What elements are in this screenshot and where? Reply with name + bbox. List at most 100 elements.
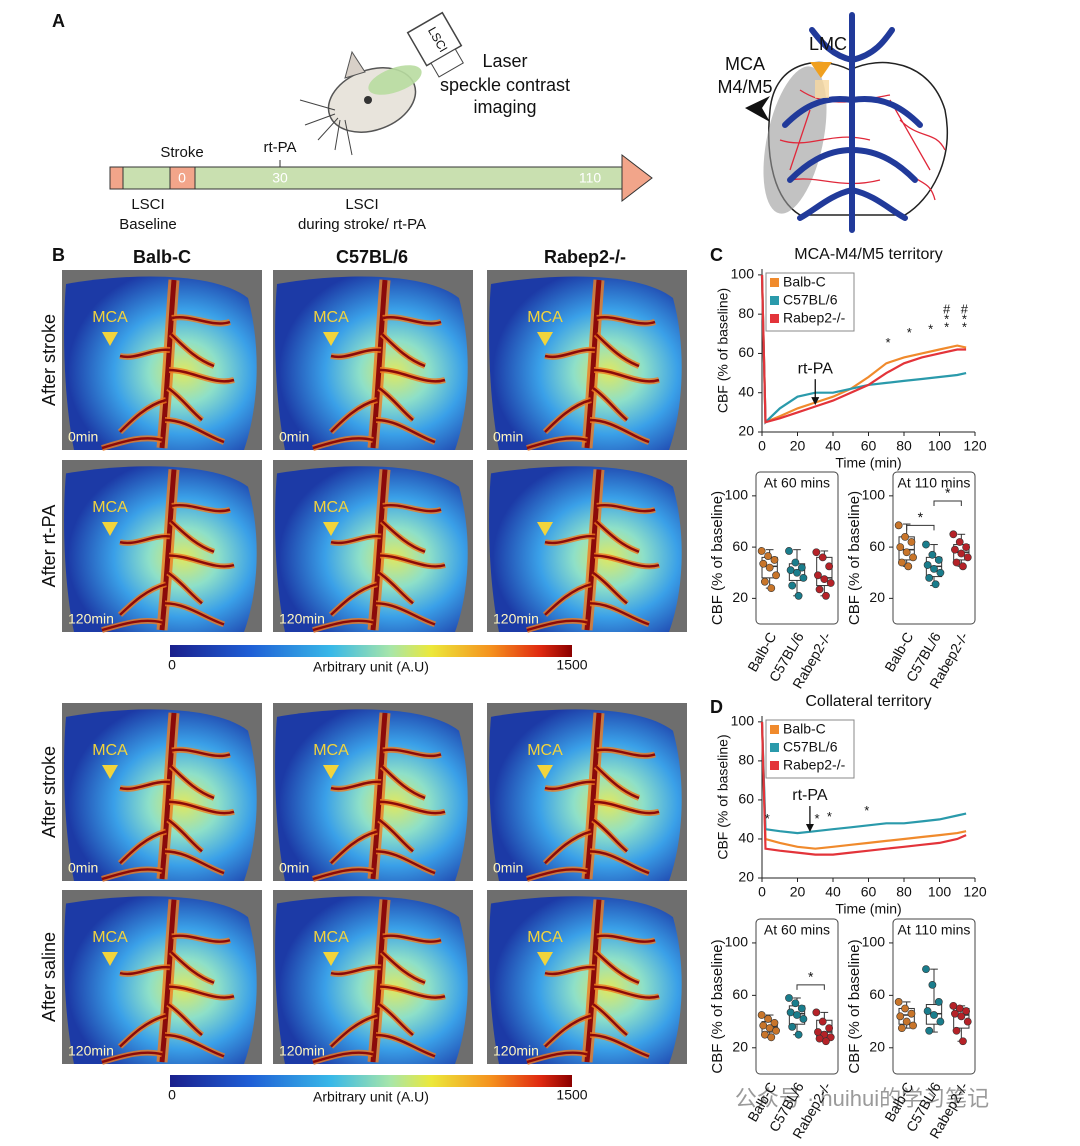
baseline-label: Baseline [119, 216, 177, 233]
vessel [370, 899, 388, 1063]
row-label: After stroke [39, 746, 59, 838]
mca-label: MCA [313, 499, 349, 516]
y-tick-label: 100 [731, 266, 755, 282]
vessel [330, 965, 382, 976]
vessel [119, 398, 167, 433]
legend-label: Rabep2-/- [783, 757, 846, 773]
plot-frame [892, 918, 976, 1075]
vessel [379, 800, 446, 815]
vessel [375, 418, 436, 444]
lmc-marker [810, 62, 832, 78]
y-tick-label: 100 [862, 934, 886, 950]
vessel [375, 1033, 436, 1058]
caption-line: imaging [473, 97, 536, 117]
data-point [949, 530, 958, 539]
mca-label: MCA [313, 309, 349, 326]
data-point [785, 994, 793, 1002]
baseline-label: LSCI [131, 196, 164, 213]
annotation-arrowhead [805, 824, 814, 833]
row-label: After rt-PA [39, 505, 59, 588]
data-point [904, 562, 913, 571]
vessel [312, 619, 374, 632]
vessel [596, 748, 656, 758]
annotation: * [885, 335, 890, 350]
timeline [109, 153, 653, 203]
data-point [757, 1011, 766, 1019]
vessel [312, 1051, 374, 1064]
heatmap-image [273, 460, 473, 633]
y-axis-label: CBF (% of baseline) [846, 491, 863, 625]
vessel [378, 571, 414, 605]
data-point [757, 547, 766, 555]
y-tick-label: 60 [738, 344, 754, 360]
vessel [119, 965, 171, 976]
annotation: * [827, 809, 832, 824]
vessel [379, 985, 446, 999]
vessel [312, 437, 374, 450]
vessel [370, 469, 388, 631]
vessel [381, 333, 426, 368]
vessel [330, 780, 382, 791]
vessel [589, 850, 650, 875]
legend-swatch [770, 278, 779, 287]
data-point [925, 1026, 934, 1035]
legend-swatch [770, 725, 779, 734]
data-point [793, 1011, 801, 1019]
data-point [931, 580, 940, 589]
data-point [814, 571, 822, 580]
vessel [171, 316, 231, 325]
mca-label: M4/M5 [717, 77, 772, 97]
data-point [928, 550, 937, 559]
time-label: 0min [68, 860, 98, 876]
imaging-window [368, 65, 422, 95]
mca-label: MCA [527, 309, 563, 326]
chart-title: At 110 mins [898, 475, 971, 491]
camera [406, 11, 464, 78]
mca-label: MCA [92, 309, 128, 326]
mca-arrowhead [537, 522, 553, 536]
mca-arrowhead [323, 765, 339, 779]
vessel [101, 619, 163, 632]
y-tick-label: 80 [738, 305, 754, 321]
y-tick-label: 60 [732, 538, 748, 554]
significance-label: * [945, 485, 951, 501]
data-point [825, 562, 834, 571]
chart-title: MCA-M4/M5 territory [794, 246, 942, 263]
vessel [593, 554, 660, 568]
y-tick-label: 60 [738, 791, 754, 807]
brain-schematic [745, 12, 948, 233]
data-point [923, 1007, 932, 1015]
vessel [595, 765, 640, 800]
legend-label: Balb-C [783, 274, 826, 290]
data-point [902, 548, 911, 557]
y-tick-label: 20 [732, 1038, 748, 1054]
data-point [770, 1018, 779, 1027]
vessel [378, 818, 414, 853]
annotation: rt-PA [792, 787, 828, 804]
vessel [330, 398, 378, 433]
plot-frame [892, 471, 976, 625]
data-point [767, 1033, 776, 1042]
vessel [159, 712, 177, 880]
data-point [764, 1015, 772, 1023]
vessel [119, 535, 171, 545]
vessel [584, 279, 602, 449]
vessel [595, 951, 640, 984]
annotation: * [907, 325, 912, 340]
vessel [596, 934, 656, 943]
legend-label: C57BL/6 [783, 292, 838, 308]
data-point [959, 1037, 967, 1046]
row-label: After saline [39, 932, 59, 1022]
data-point [812, 1008, 821, 1017]
mca-arrowhead [323, 522, 339, 536]
plot-frame [755, 918, 839, 1075]
mca-arrowhead [323, 952, 339, 966]
data-point [951, 545, 959, 554]
chart-title: At 60 mins [764, 922, 830, 938]
data-point [897, 1024, 906, 1033]
series-line [760, 274, 967, 424]
mca-label: MCA [92, 499, 128, 516]
vessel [167, 571, 203, 605]
vessel [119, 780, 171, 791]
vessel [544, 780, 596, 791]
